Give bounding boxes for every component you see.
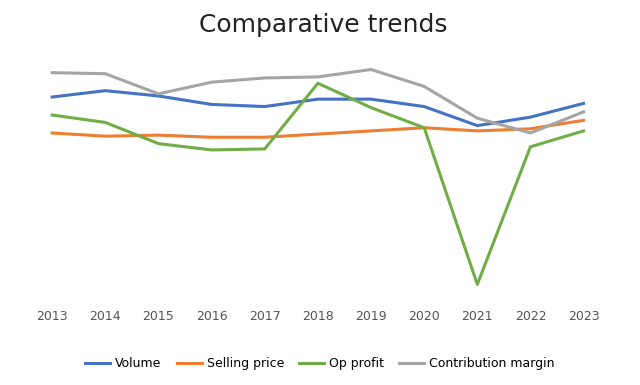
Selling price [314,132,322,136]
Contribution margin [580,109,588,114]
Title: Comparative trends: Comparative trends [199,13,447,37]
Volume [527,115,534,119]
Selling price [102,134,109,139]
Volume [261,104,269,109]
Op profit [49,113,56,117]
Op profit [102,120,109,125]
Volume [474,123,481,128]
Selling price [49,131,56,135]
Selling price [367,129,375,133]
Op profit [474,282,481,287]
Contribution margin [527,131,534,135]
Volume [367,97,375,101]
Line: Volume: Volume [52,91,584,126]
Legend: Volume, Selling price, Op profit, Contribution margin: Volume, Selling price, Op profit, Contri… [81,352,559,375]
Selling price [208,135,216,140]
Volume [102,89,109,93]
Contribution margin [420,84,428,89]
Op profit [155,141,163,146]
Contribution margin [314,75,322,79]
Contribution margin [102,71,109,76]
Selling price [420,126,428,130]
Op profit [261,147,269,151]
Volume [49,95,56,99]
Op profit [367,105,375,110]
Contribution margin [208,80,216,85]
Volume [420,104,428,109]
Contribution margin [474,116,481,121]
Selling price [527,126,534,131]
Op profit [208,148,216,152]
Selling price [474,129,481,133]
Line: Selling price: Selling price [52,120,584,137]
Line: Contribution margin: Contribution margin [52,69,584,133]
Contribution margin [155,92,163,96]
Volume [314,97,322,101]
Op profit [580,129,588,133]
Selling price [580,118,588,122]
Op profit [527,144,534,149]
Selling price [261,135,269,140]
Contribution margin [49,70,56,75]
Line: Op profit: Op profit [52,83,584,285]
Volume [580,101,588,105]
Volume [208,102,216,107]
Op profit [314,81,322,85]
Contribution margin [367,67,375,72]
Op profit [420,126,428,130]
Volume [155,94,163,98]
Selling price [155,133,163,137]
Contribution margin [261,75,269,80]
